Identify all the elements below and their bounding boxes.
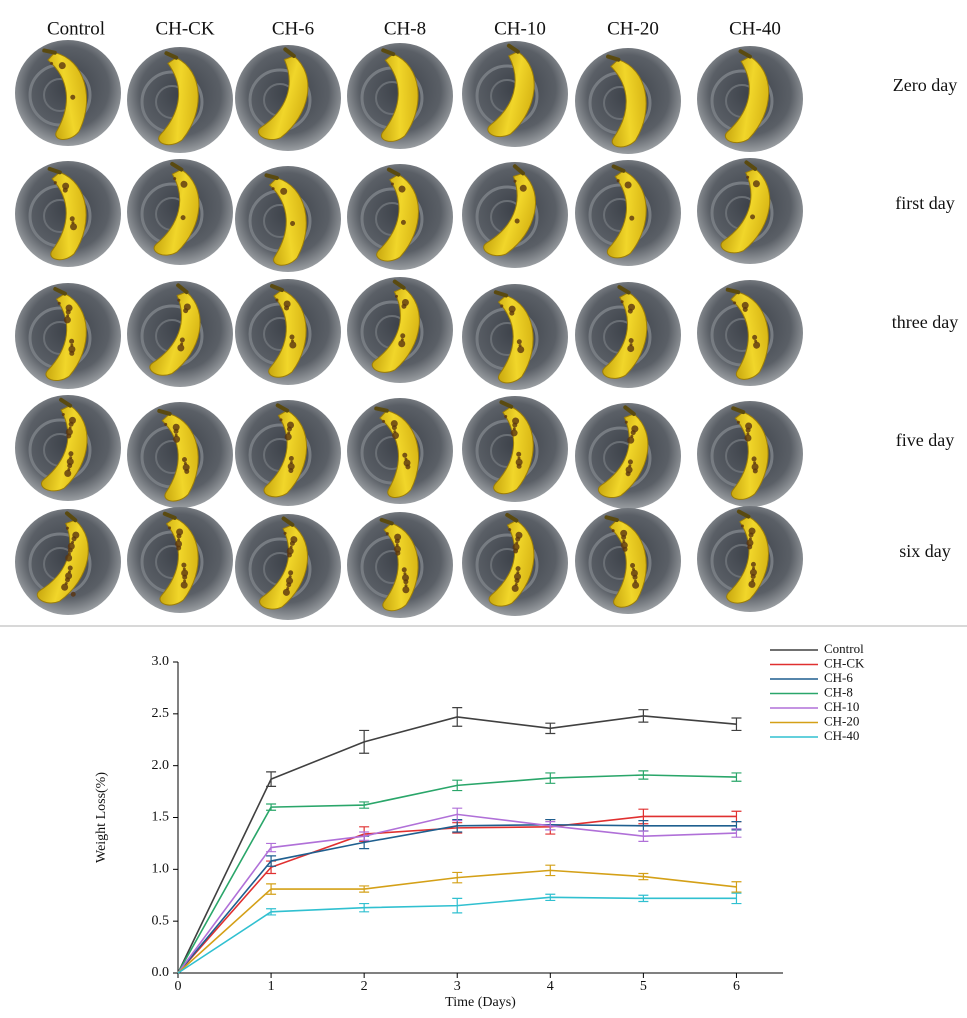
banana-photo xyxy=(462,510,568,616)
x-tick-label: 3 xyxy=(454,979,461,994)
y-tick-label: 1.5 xyxy=(152,810,170,825)
banana-photo xyxy=(235,514,341,620)
row-label: three day xyxy=(892,312,958,332)
banana-photo xyxy=(575,160,681,266)
x-tick-label: 4 xyxy=(547,979,554,994)
banana-photo xyxy=(575,282,681,388)
y-tick-label: 1.0 xyxy=(152,862,170,877)
banana-photo xyxy=(127,507,233,613)
banana-spot xyxy=(289,342,296,349)
legend-label: CH-6 xyxy=(824,670,853,685)
x-tick-label: 2 xyxy=(361,979,368,994)
series-line xyxy=(178,816,736,973)
banana-photo xyxy=(127,47,233,153)
banana-photo xyxy=(347,43,453,149)
banana-photo xyxy=(697,46,803,152)
banana-photo xyxy=(575,508,681,614)
y-tick-label: 3.0 xyxy=(152,654,170,669)
banana-photo xyxy=(235,45,341,151)
y-tick-label: 2.0 xyxy=(152,758,170,773)
x-tick-label: 6 xyxy=(733,979,740,994)
figure: ControlCH-CKCH-6CH-8CH-10CH-20CH-40Zero … xyxy=(0,0,967,1018)
series-line xyxy=(178,870,736,973)
row-label: five day xyxy=(896,430,954,450)
error-bar xyxy=(359,730,369,753)
column-header: CH-20 xyxy=(607,18,659,39)
legend-label: CH-20 xyxy=(824,713,859,728)
legend-label: Control xyxy=(824,641,864,656)
series-line xyxy=(178,814,736,973)
banana-photo xyxy=(235,400,341,506)
column-header: CH-10 xyxy=(494,18,546,39)
y-tick-label: 2.5 xyxy=(152,706,170,721)
banana-spot xyxy=(284,306,289,311)
x-tick-label: 5 xyxy=(640,979,647,994)
error-bar xyxy=(266,772,276,787)
row-label: six day xyxy=(899,541,951,561)
banana-photo xyxy=(697,158,803,264)
banana-photo xyxy=(462,162,568,268)
legend-label: CH-40 xyxy=(824,728,859,743)
banana-photo xyxy=(575,48,681,154)
banana-photo xyxy=(15,161,121,267)
banana-photo xyxy=(462,284,568,390)
x-axis-label: Time (Days) xyxy=(445,995,516,1010)
legend-label: CH-10 xyxy=(824,699,859,714)
column-header: CH-40 xyxy=(729,18,781,39)
banana-photo xyxy=(15,395,121,501)
column-header: Control xyxy=(47,18,105,39)
column-header: CH-8 xyxy=(384,18,426,39)
series-line xyxy=(178,716,736,973)
banana-photo xyxy=(235,166,341,272)
legend-label: CH-8 xyxy=(824,684,853,699)
banana-photo xyxy=(127,159,233,265)
banana-photo xyxy=(347,277,453,383)
banana-photo xyxy=(15,283,121,389)
banana-photo xyxy=(575,403,681,509)
x-tick-label: 1 xyxy=(268,979,275,994)
chart: 0.0 0.5 1.0 1.5 2.0 2.5 3.0 0 1 2 3 4 5 6 Time (Days) W… xyxy=(94,641,865,1010)
y-tick-label: 0.0 xyxy=(152,965,170,980)
banana-photo xyxy=(127,281,233,387)
banana-photo xyxy=(347,398,453,504)
banana-photo xyxy=(697,401,803,507)
banana-photo xyxy=(127,402,233,508)
banana-photo xyxy=(235,279,341,385)
row-label: Zero day xyxy=(893,75,957,95)
column-header: CH-6 xyxy=(272,18,314,39)
y-tick-label: 0.5 xyxy=(152,913,170,928)
row-label: first day xyxy=(895,193,954,213)
x-tick-label: 0 xyxy=(175,979,182,994)
banana-spot xyxy=(276,299,279,302)
banana-spot xyxy=(289,335,294,340)
banana-photo xyxy=(462,41,568,147)
legend-label: CH-CK xyxy=(824,655,865,670)
photo-grid: Control CH-CK CH-6 CH-8 CH-10 CH-20 CH-40 Zero … xyxy=(15,18,958,620)
banana-photo xyxy=(347,512,453,618)
banana-photo xyxy=(462,396,568,502)
banana-photo xyxy=(15,509,121,615)
banana-photo xyxy=(347,164,453,270)
banana-photo xyxy=(697,506,803,612)
banana-photo xyxy=(15,40,121,146)
banana-photo xyxy=(697,280,803,386)
column-header: CH-CK xyxy=(155,18,214,39)
y-axis-label: Weight Loss(%) xyxy=(94,772,109,863)
